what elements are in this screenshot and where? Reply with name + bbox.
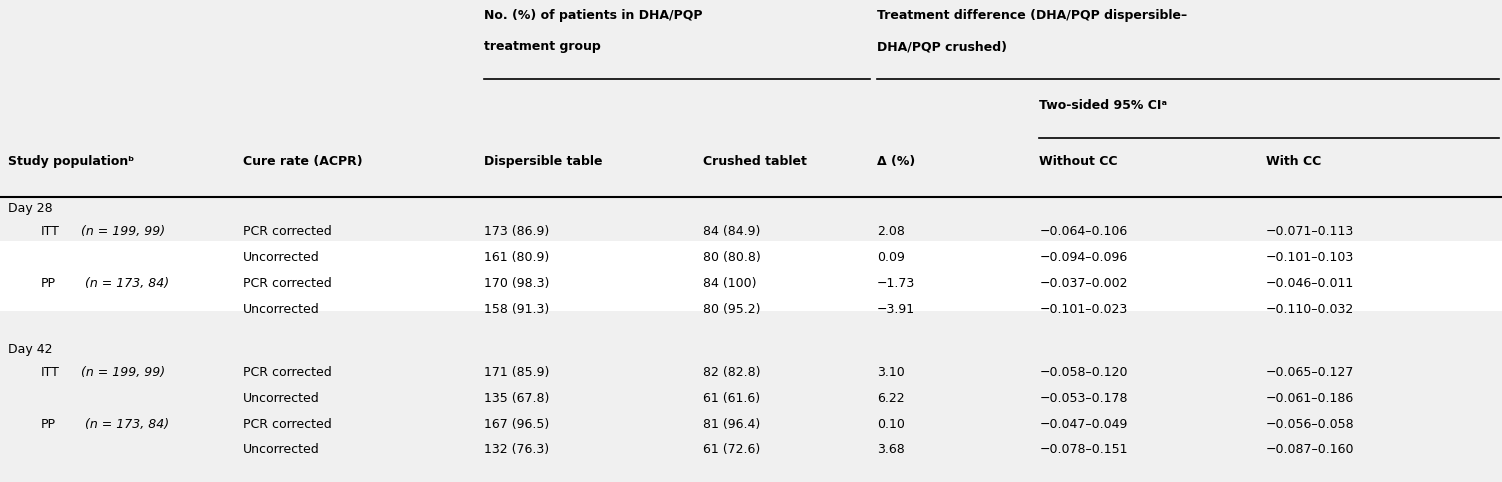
Text: PCR corrected: PCR corrected	[243, 226, 332, 239]
Text: −0.071–0.113: −0.071–0.113	[1266, 226, 1355, 239]
Text: 84 (84.9): 84 (84.9)	[703, 226, 760, 239]
Text: Two-sided 95% CIᵃ: Two-sided 95% CIᵃ	[1039, 99, 1167, 112]
Text: −0.056–0.058: −0.056–0.058	[1266, 417, 1355, 430]
Text: −0.065–0.127: −0.065–0.127	[1266, 366, 1355, 379]
Text: −0.047–0.049: −0.047–0.049	[1039, 417, 1128, 430]
Text: Day 42: Day 42	[8, 343, 53, 356]
Text: Dispersible table: Dispersible table	[484, 156, 602, 168]
Text: −0.110–0.032: −0.110–0.032	[1266, 303, 1355, 316]
Text: ITT: ITT	[41, 366, 60, 379]
Text: (n = 173, 84): (n = 173, 84)	[81, 277, 170, 290]
Text: 80 (95.2): 80 (95.2)	[703, 303, 760, 316]
Text: 170 (98.3): 170 (98.3)	[484, 277, 550, 290]
Text: 173 (86.9): 173 (86.9)	[484, 226, 548, 239]
Text: −1.73: −1.73	[877, 277, 915, 290]
Text: 2.08: 2.08	[877, 226, 906, 239]
Text: 0.09: 0.09	[877, 251, 906, 264]
Text: 161 (80.9): 161 (80.9)	[484, 251, 548, 264]
Text: −3.91: −3.91	[877, 303, 915, 316]
Text: Treatment difference (DHA/PQP dispersible–: Treatment difference (DHA/PQP dispersibl…	[877, 9, 1187, 22]
Text: 171 (85.9): 171 (85.9)	[484, 366, 550, 379]
Text: PP: PP	[41, 277, 56, 290]
Text: Uncorrected: Uncorrected	[243, 443, 320, 456]
Text: Uncorrected: Uncorrected	[243, 392, 320, 405]
Text: 80 (80.8): 80 (80.8)	[703, 251, 760, 264]
Text: 3.10: 3.10	[877, 366, 904, 379]
Text: ITT: ITT	[41, 226, 60, 239]
Text: Uncorrected: Uncorrected	[243, 303, 320, 316]
Text: Without CC: Without CC	[1039, 156, 1117, 168]
Text: PCR corrected: PCR corrected	[243, 366, 332, 379]
Text: (n = 199, 99): (n = 199, 99)	[77, 226, 165, 239]
Text: 82 (82.8): 82 (82.8)	[703, 366, 760, 379]
Text: 132 (76.3): 132 (76.3)	[484, 443, 548, 456]
Text: Cure rate (ACPR): Cure rate (ACPR)	[243, 156, 363, 168]
Text: 158 (91.3): 158 (91.3)	[484, 303, 548, 316]
Text: 61 (61.6): 61 (61.6)	[703, 392, 760, 405]
Text: Δ (%): Δ (%)	[877, 156, 915, 168]
Text: −0.046–0.011: −0.046–0.011	[1266, 277, 1355, 290]
Text: Crushed tablet: Crushed tablet	[703, 156, 807, 168]
Text: PCR corrected: PCR corrected	[243, 417, 332, 430]
Text: PCR corrected: PCR corrected	[243, 277, 332, 290]
Text: DHA/PQP crushed): DHA/PQP crushed)	[877, 40, 1008, 54]
Text: 167 (96.5): 167 (96.5)	[484, 417, 548, 430]
Text: 135 (67.8): 135 (67.8)	[484, 392, 550, 405]
Text: Uncorrected: Uncorrected	[243, 251, 320, 264]
Text: PP: PP	[41, 417, 56, 430]
Text: −0.058–0.120: −0.058–0.120	[1039, 366, 1128, 379]
Text: Study populationᵇ: Study populationᵇ	[8, 156, 134, 168]
Text: −0.094–0.096: −0.094–0.096	[1039, 251, 1128, 264]
Text: −0.064–0.106: −0.064–0.106	[1039, 226, 1128, 239]
Text: No. (%) of patients in DHA/PQP: No. (%) of patients in DHA/PQP	[484, 9, 701, 22]
Text: 0.10: 0.10	[877, 417, 906, 430]
Text: 84 (100): 84 (100)	[703, 277, 757, 290]
Bar	[0, 241, 1502, 311]
Text: 6.22: 6.22	[877, 392, 904, 405]
Text: −0.037–0.002: −0.037–0.002	[1039, 277, 1128, 290]
Text: 81 (96.4): 81 (96.4)	[703, 417, 760, 430]
Text: −0.053–0.178: −0.053–0.178	[1039, 392, 1128, 405]
Text: −0.078–0.151: −0.078–0.151	[1039, 443, 1128, 456]
Text: (n = 173, 84): (n = 173, 84)	[81, 417, 170, 430]
Text: (n = 199, 99): (n = 199, 99)	[77, 366, 165, 379]
Text: With CC: With CC	[1266, 156, 1322, 168]
Text: −0.087–0.160: −0.087–0.160	[1266, 443, 1355, 456]
Text: −0.101–0.103: −0.101–0.103	[1266, 251, 1355, 264]
Text: Day 28: Day 28	[8, 202, 53, 215]
Text: treatment group: treatment group	[484, 40, 601, 54]
Text: 61 (72.6): 61 (72.6)	[703, 443, 760, 456]
Text: −0.101–0.023: −0.101–0.023	[1039, 303, 1128, 316]
Text: −0.061–0.186: −0.061–0.186	[1266, 392, 1355, 405]
Text: 3.68: 3.68	[877, 443, 904, 456]
